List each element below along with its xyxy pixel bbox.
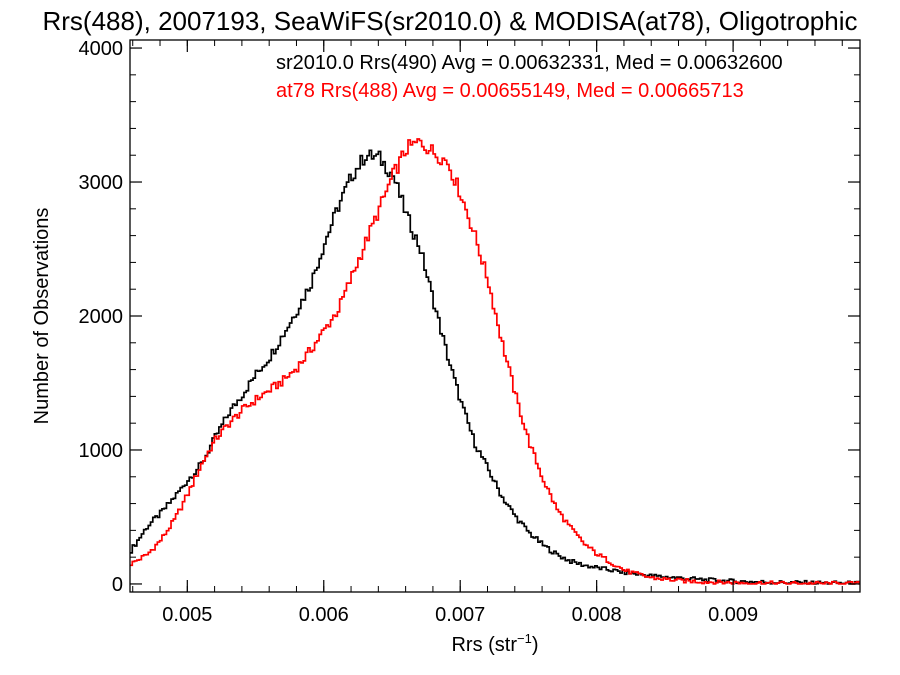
y-axis-label: Number of Observations	[31, 208, 53, 425]
series-layer	[130, 138, 861, 585]
series-sr2010-0-line	[130, 149, 861, 585]
x-axis-label-text: Rrs (str	[451, 634, 517, 656]
series-at78-line	[130, 138, 861, 585]
x-tick-label: 0.005	[162, 604, 212, 626]
annotation-at78: at78 Rrs(488) Avg = 0.00655149, Med = 0.…	[276, 80, 744, 102]
x-axis-label: Rrs (str−1)	[451, 631, 538, 656]
y-tick-label: 1000	[79, 440, 124, 462]
chart-title: Rrs(488), 2007193, SeaWiFS(sr2010.0) & M…	[42, 6, 857, 36]
x-tick-label: 0.007	[435, 604, 485, 626]
y-tick-label: 0	[112, 574, 123, 596]
x-tick-label: 0.009	[708, 604, 758, 626]
x-tick-label: 0.006	[299, 604, 349, 626]
annotation-sr2010: sr2010.0 Rrs(490) Avg = 0.00632331, Med …	[276, 52, 783, 74]
x-axis-label-superscript: −1	[517, 631, 532, 646]
y-tick-label: 2000	[79, 306, 124, 328]
x-tick-label: 0.008	[572, 604, 622, 626]
plot-frame	[129, 39, 861, 593]
axis-ticks: 0.005 0.006 0.007 0.008 0.009 0 1000 2000 3000 40…	[79, 38, 860, 626]
y-tick-label: 4000	[79, 38, 124, 60]
y-tick-label: 3000	[79, 172, 124, 194]
x-axis-label-close: )	[532, 634, 539, 656]
